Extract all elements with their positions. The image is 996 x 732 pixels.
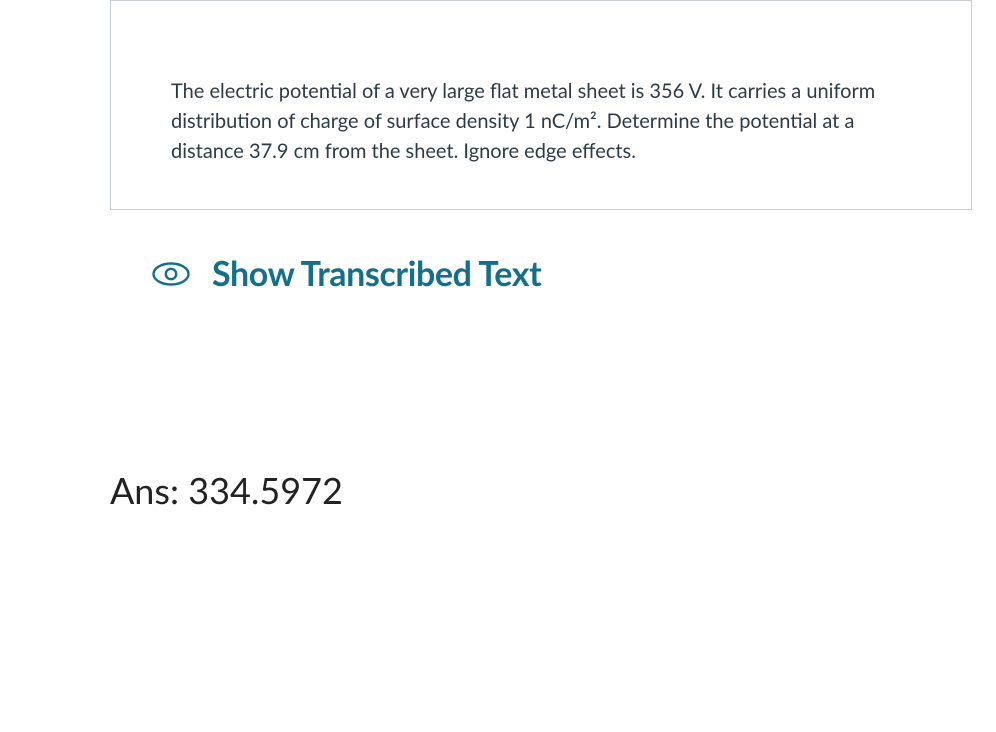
show-transcribed-button[interactable]: Show Transcribed Text <box>152 253 541 294</box>
show-transcribed-label: Show Transcribed Text <box>212 253 541 294</box>
question-text: The electric potential of a very large f… <box>171 76 911 166</box>
answer-text: Ans: 334.5972 <box>110 468 343 512</box>
eye-icon <box>152 262 190 286</box>
question-box: The electric potential of a very large f… <box>110 0 972 210</box>
